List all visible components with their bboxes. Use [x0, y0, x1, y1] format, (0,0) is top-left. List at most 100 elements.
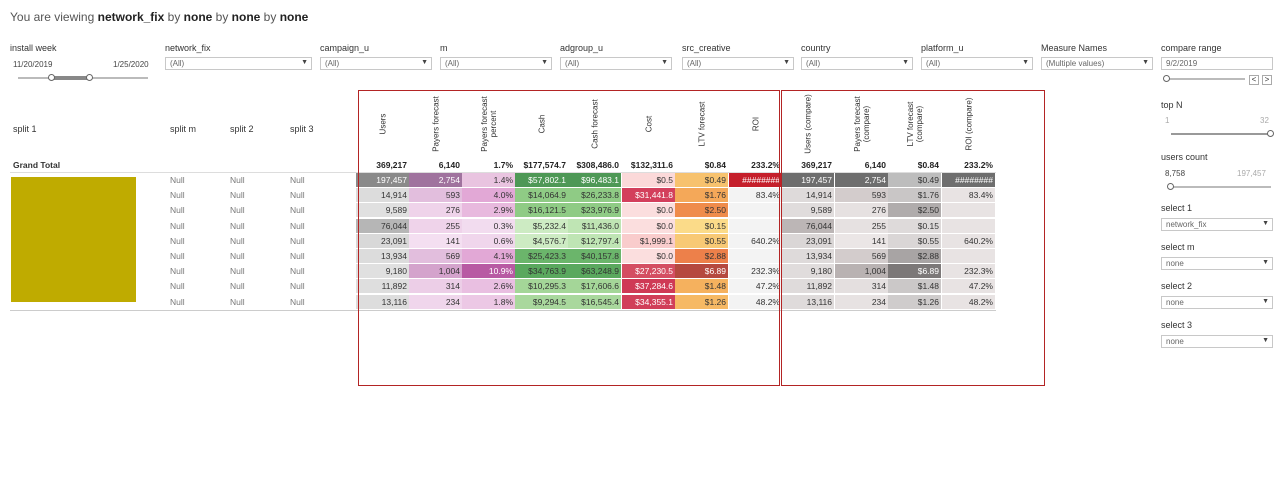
row-split-value: Null — [290, 205, 305, 216]
chevron-down-icon: ▼ — [1262, 337, 1269, 344]
select-dropdown[interactable]: network_fix ▼ — [1161, 218, 1273, 231]
page-title: You are viewing network_fix by none by n… — [10, 10, 308, 24]
filter-label: network_fix — [165, 43, 211, 53]
install-week-end-handle[interactable] — [86, 74, 93, 81]
row-divider — [10, 172, 996, 173]
table-cell: 569 — [835, 249, 888, 263]
top-n-handle[interactable] — [1267, 130, 1274, 137]
table-cell: 0.3% — [462, 218, 515, 233]
table-bottom-border — [10, 309, 996, 311]
table-cell: 2.9% — [462, 203, 515, 218]
install-week-start-handle[interactable] — [48, 74, 55, 81]
filter-dropdown[interactable]: (All) ▼ — [921, 57, 1033, 70]
compare-range-slider-track[interactable] — [1165, 78, 1245, 80]
table-cell — [729, 218, 782, 233]
select-dropdown-value: none — [1166, 337, 1184, 346]
table-cell: $10,295.3 — [515, 279, 568, 294]
table-cell: 4.1% — [462, 249, 515, 263]
row-split-value: Null — [230, 281, 245, 292]
select-dropdown-value: network_fix — [1166, 220, 1207, 229]
table-cell: 255 — [409, 218, 462, 233]
table-cell: $0.0 — [622, 249, 675, 263]
table-cell: $23,976.9 — [568, 203, 621, 218]
table-cell: $96,483.1 — [568, 173, 621, 187]
select-dropdown-value: none — [1166, 259, 1184, 268]
chevron-down-icon: ▼ — [661, 59, 668, 66]
table-cell: $2.88 — [675, 249, 728, 263]
install-week-label: install week — [10, 43, 57, 53]
filter-dropdown[interactable]: (All) ▼ — [801, 57, 913, 70]
row-split-value: Null — [290, 190, 305, 201]
table-cell: $11,436.0 — [568, 218, 621, 233]
table-cell: 9,180 — [781, 264, 834, 279]
table-cell: 11,892 — [356, 279, 409, 294]
title-select-m: none — [183, 10, 213, 24]
row-split-value: Null — [290, 266, 305, 277]
table-cell: 76,044 — [781, 218, 834, 233]
table-cell: 83.4% — [729, 188, 782, 203]
filter-dropdown[interactable]: (All) ▼ — [682, 57, 794, 70]
table-cell: 11,892 — [781, 279, 834, 294]
filter-dropdown[interactable]: (All) ▼ — [440, 57, 552, 70]
row-split-value: Null — [170, 266, 185, 277]
highlight-box-compare — [781, 90, 1045, 386]
select-label: select m — [1161, 242, 1195, 252]
filter-dropdown-value: (All) — [445, 59, 460, 68]
table-cell: 2,754 — [835, 173, 888, 187]
table-cell: 47.2% — [942, 279, 995, 294]
filter-dropdown[interactable]: (All) ▼ — [320, 57, 432, 70]
select-dropdown[interactable]: none ▼ — [1161, 296, 1273, 309]
title-by: by — [212, 10, 232, 24]
table-cell: 83.4% — [942, 188, 995, 203]
chevron-down-icon: ▼ — [783, 59, 790, 66]
filter-dropdown-value: (All) — [687, 59, 702, 68]
table-cell: 9,589 — [356, 203, 409, 218]
table-cell: 1,004 — [409, 264, 462, 279]
table-cell: 593 — [835, 188, 888, 203]
filter-dropdown[interactable]: (Multiple values) ▼ — [1041, 57, 1153, 70]
table-cell: $1.76 — [675, 188, 728, 203]
filter-dropdown-value: (All) — [926, 59, 941, 68]
table-cell: 1.8% — [462, 294, 515, 309]
filter-dropdown-value: (Multiple values) — [1046, 59, 1105, 68]
table-cell: $9,294.5 — [515, 294, 568, 309]
chevron-down-icon: ▼ — [1262, 298, 1269, 305]
filter-label: platform_u — [921, 43, 964, 53]
top-n-slider-track[interactable] — [1171, 133, 1271, 135]
chevron-down-icon: ▼ — [541, 59, 548, 66]
row-split-value: Null — [230, 175, 245, 185]
row-split-value: Null — [170, 281, 185, 292]
row-split-value: Null — [170, 235, 185, 246]
table-cell: 232.3% — [942, 264, 995, 279]
table-cell: $57,802.1 — [515, 173, 568, 187]
table-cell: 13,116 — [781, 294, 834, 309]
filter-dropdown[interactable]: (All) ▼ — [560, 57, 672, 70]
table-cell: $0.0 — [622, 203, 675, 218]
table-cell: $1.48 — [675, 279, 728, 294]
compare-range-next-button[interactable]: > — [1262, 75, 1272, 85]
row-split-value: Null — [290, 296, 305, 307]
filter-dropdown[interactable]: (All) ▼ — [165, 57, 312, 70]
split-header: split 3 — [290, 124, 314, 134]
select-dropdown[interactable]: none ▼ — [1161, 335, 1273, 348]
filter-dropdown-value: (All) — [806, 59, 821, 68]
table-cell: $34,763.9 — [515, 264, 568, 279]
users-count-min: 8,758 — [1165, 169, 1186, 178]
table-cell: 276 — [409, 203, 462, 218]
table-cell: $6.89 — [675, 264, 728, 279]
table-cell: $37,284.6 — [622, 279, 675, 294]
select-dropdown[interactable]: none ▼ — [1161, 257, 1273, 270]
table-cell: 234 — [835, 294, 888, 309]
users-count-handle[interactable] — [1167, 183, 1174, 190]
grand-total-cell: 6,140 — [438, 160, 460, 170]
table-cell: $4,576.7 — [515, 233, 568, 248]
users-count-slider-track[interactable] — [1171, 186, 1271, 188]
compare-range-input[interactable]: 9/2/2019 — [1161, 57, 1273, 70]
compare-range-handle[interactable] — [1163, 75, 1170, 82]
table-cell: $0.5 — [622, 173, 675, 187]
table-cell: $27,230.5 — [622, 264, 675, 279]
compare-range-prev-button[interactable]: < — [1249, 75, 1259, 85]
table-cell: 197,457 — [356, 173, 409, 187]
table-cell: 48.2% — [729, 294, 782, 309]
table-cell: 48.2% — [942, 294, 995, 309]
